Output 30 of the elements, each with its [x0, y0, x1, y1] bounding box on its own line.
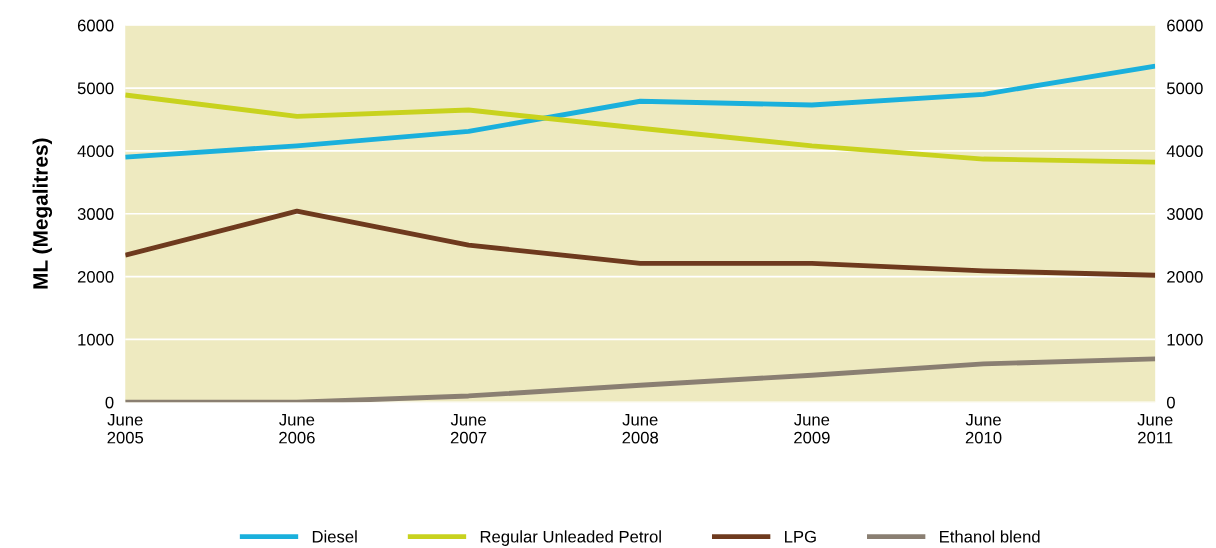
legend-label: Regular Unleaded Petrol	[480, 530, 661, 546]
y-tick-label: 6000	[77, 19, 114, 32]
x-tick-label: June 2006	[279, 413, 315, 444]
x-tick-label: June 2011	[1137, 413, 1173, 444]
y2-tick-label: 3000	[1166, 208, 1203, 220]
y2-tick-label: 2000	[1167, 270, 1203, 283]
line-series	[125, 356, 1156, 403]
line-series	[125, 92, 1156, 165]
x-tick-label: June 2010	[965, 413, 1002, 444]
y-tick-label: 2000	[77, 270, 114, 283]
line-series	[125, 208, 1156, 278]
y-tick-label: 3000	[77, 208, 114, 220]
x-tick-label: June 2005	[107, 413, 144, 444]
legend-label: Ethanol blend	[940, 530, 1040, 543]
y-tick-label: 4000	[77, 145, 114, 158]
x-tick-label: June 2008	[622, 413, 659, 444]
line-series	[125, 63, 1156, 160]
y2-tick-label: 1000	[1167, 333, 1203, 346]
y2-tick-label: 6000	[1167, 19, 1203, 32]
y-tick-label: 0	[105, 396, 114, 409]
y2-tick-label: 4000	[1166, 145, 1203, 158]
y2-tick-label: 5000	[1166, 82, 1203, 95]
y2-tick-label: 0	[1166, 396, 1175, 409]
legend-label: Diesel	[312, 530, 357, 543]
y-tick-label: 5000	[77, 82, 114, 95]
x-tick-label: June 2007	[450, 413, 487, 444]
y-tick-label: 1000	[78, 333, 114, 346]
legend-label: LPG	[785, 530, 816, 543]
y-axis-title: ML (Megalitres)	[32, 138, 53, 289]
x-tick-label: June 2009	[794, 413, 830, 444]
